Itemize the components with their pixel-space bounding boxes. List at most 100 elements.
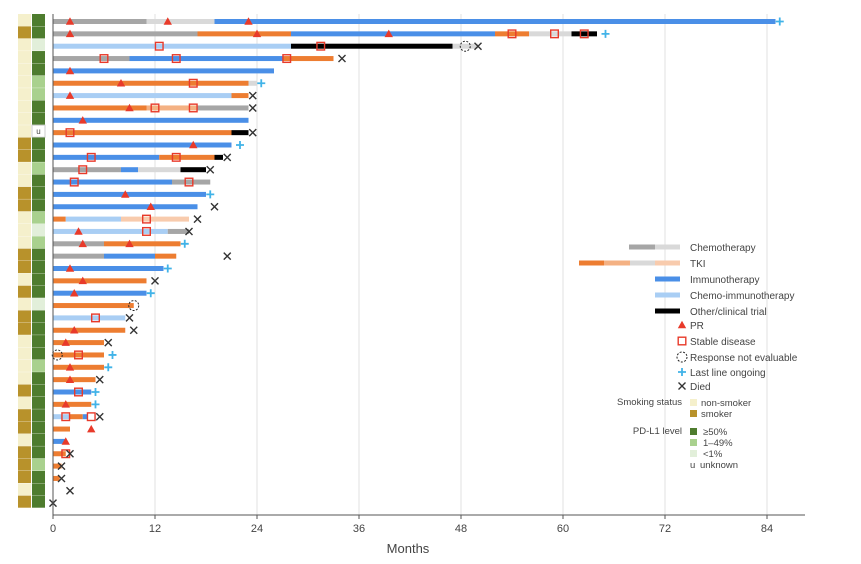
- x-tick-label: 60: [557, 523, 569, 535]
- treatment-segment-immuno: [214, 19, 776, 24]
- ongoing-marker: [91, 400, 100, 409]
- ongoing-marker: [163, 264, 172, 273]
- treatment-segment-tki: [231, 93, 249, 99]
- treatment-segment-chemo: [53, 31, 198, 37]
- stable-disease-marker: [316, 41, 326, 51]
- legend-marker-sd: [677, 336, 687, 346]
- pdl1-cell: [32, 347, 45, 360]
- treatment-segment-other: [180, 167, 206, 173]
- legend-label-sd: Stable disease: [690, 337, 756, 348]
- pdl1-cell: [32, 495, 45, 508]
- smoking-cell: [18, 261, 31, 274]
- smoking-cell: [18, 125, 31, 138]
- pdl1-cell: [31, 124, 46, 138]
- ongoing-marker: [236, 141, 244, 149]
- x-tick-label: 12: [149, 523, 161, 535]
- treatment-segment-immuno: [53, 68, 274, 74]
- pr-marker: [65, 29, 75, 38]
- pr-marker: [189, 140, 198, 149]
- died-marker: [66, 449, 74, 458]
- legend-swatch-tki: [655, 260, 680, 266]
- legend-swatch-tki: [604, 260, 630, 266]
- stable-disease-marker: [188, 103, 198, 113]
- stable-disease-marker: [141, 214, 151, 224]
- response-markers: [49, 17, 784, 508]
- stable-disease-marker: [150, 103, 160, 113]
- legend-swatch-chemo: [655, 244, 680, 250]
- pdl1-cell: [32, 63, 45, 76]
- pdl1-cell: [32, 14, 45, 27]
- stable-disease-marker: [90, 313, 100, 323]
- pdl1-cell: [32, 446, 45, 459]
- treatment-segment-immuno: [53, 191, 206, 197]
- pdl1-cell: [32, 112, 45, 125]
- ongoing-marker: [104, 363, 113, 372]
- died-marker: [151, 276, 159, 285]
- smoking-cell: [18, 236, 31, 249]
- pdl1-cell: [32, 223, 45, 236]
- died-marker: [104, 338, 113, 347]
- not-evaluable-marker: [51, 349, 63, 361]
- smoking-cell: [18, 470, 31, 483]
- legend-marker-died: [678, 382, 686, 390]
- died-marker: [248, 128, 257, 137]
- treatment-segment-other: [291, 43, 453, 49]
- stable-disease-marker: [86, 412, 96, 422]
- smoking-cell: [18, 100, 31, 113]
- pdl1-cell: [32, 26, 45, 39]
- smoking-cell: [18, 223, 31, 236]
- pr-marker: [121, 190, 130, 198]
- stable-disease-marker: [282, 54, 292, 64]
- legend-pdl1-label-unk: unknown: [700, 460, 738, 471]
- smoking-cell: [18, 409, 31, 422]
- pr-marker: [70, 289, 79, 297]
- stable-disease-marker: [61, 412, 71, 422]
- legend-marker-ongoing: [678, 368, 686, 376]
- smoking-cell: [18, 310, 31, 323]
- ongoing-marker: [108, 350, 117, 359]
- treatment-segment-tki: [53, 426, 70, 432]
- smoking-cell: [18, 88, 31, 101]
- treatment-segment-chemo_light: [138, 167, 181, 173]
- pdl1-unknown-code: u: [36, 127, 40, 136]
- died-marker: [338, 54, 346, 63]
- treatment-segment-immuno: [53, 389, 92, 395]
- treatment-segment-immuno: [393, 31, 495, 37]
- legend-marker-ne: [676, 351, 688, 363]
- x-axis: Months 0 12 24 36 48 60 72 84: [50, 14, 805, 556]
- pr-marker: [70, 326, 79, 334]
- pdl1-cell: [32, 162, 45, 175]
- died-marker: [95, 375, 104, 384]
- ongoing-marker: [775, 17, 784, 26]
- x-tick-label: 84: [761, 523, 773, 535]
- died-marker: [474, 42, 482, 51]
- treatment-segment-immuno: [53, 179, 172, 185]
- smoking-cell: [18, 26, 31, 39]
- legend-swatch-chemoimmuno: [655, 292, 680, 298]
- legend-smoking-title: Smoking status: [617, 397, 682, 408]
- annotation-strip: u: [18, 14, 46, 508]
- pr-marker: [125, 103, 134, 112]
- pdl1-cell: [32, 470, 45, 483]
- died-marker: [95, 412, 104, 421]
- treatment-segment-chemoimmuno: [53, 315, 126, 321]
- treatment-segment-tki: [104, 241, 181, 247]
- legend-smoking-swatch-non: [690, 399, 697, 406]
- pr-marker: [116, 79, 126, 87]
- treatment-segment-immuno: [104, 253, 155, 259]
- pdl1-cell: [32, 298, 45, 311]
- treatment-segment-tki: [53, 463, 62, 469]
- legend-label-died: Died: [690, 382, 711, 393]
- pdl1-cell: [32, 38, 45, 51]
- treatment-segment-tki: [197, 31, 291, 37]
- smoking-cell: [18, 347, 31, 360]
- legend-smoking-label-smoker: smoker: [701, 409, 732, 420]
- smoking-cell: [18, 174, 31, 187]
- treatment-segment-tki: [53, 130, 232, 136]
- x-tick-label: 24: [251, 523, 263, 535]
- smoking-cell: [18, 359, 31, 372]
- legend-label-immuno: Immunotherapy: [690, 275, 759, 286]
- treatment-segment-chemo_light: [146, 19, 215, 24]
- pr-marker: [163, 17, 172, 25]
